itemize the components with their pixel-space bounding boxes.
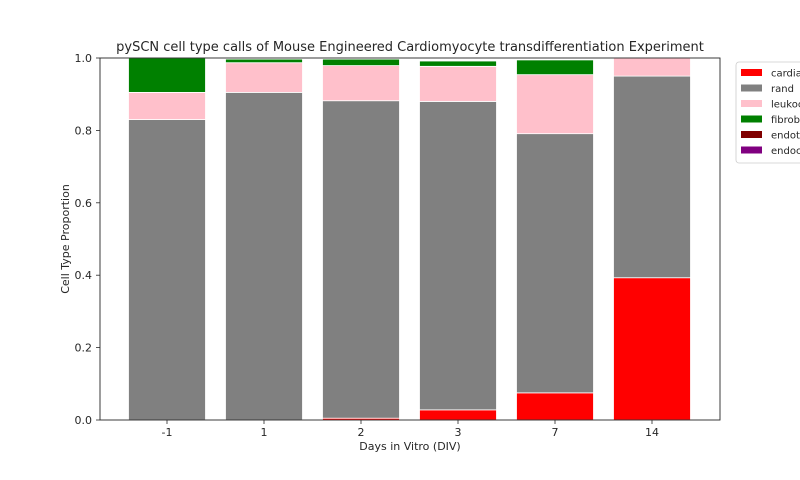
bar-segment-fibrobl <box>516 59 594 76</box>
legend-swatch-fibrobl <box>741 115 762 123</box>
x-tick-label: 2 <box>358 426 365 439</box>
bar-segment-fibrobl <box>322 58 400 67</box>
bar-segment-rand <box>128 119 206 421</box>
legend-swatch-endoc <box>741 146 762 154</box>
x-tick-label: 14 <box>645 426 659 439</box>
bar-segment-cardia <box>419 409 497 421</box>
x-axis-label: Days in Vitro (DIV) <box>359 440 460 453</box>
legend-label-rand: rand <box>771 84 794 95</box>
legend-swatch-leukoc <box>741 100 762 107</box>
y-tick-label: 0.2 <box>75 342 93 355</box>
bar-segment-fibrobl <box>128 57 206 93</box>
y-axis-ticks: 0.0 0.2 0.4 0.6 0.8 1.0 <box>75 52 100 427</box>
bar-segment-cardia <box>613 277 691 421</box>
plot-frame <box>99 57 721 421</box>
bar-segment-leukoc <box>613 57 691 77</box>
legend-swatch-endoth <box>741 131 762 138</box>
y-tick-label: 0.0 <box>75 414 93 427</box>
bar-segment-rand <box>613 75 691 279</box>
legend-swatch-cardia <box>741 69 762 76</box>
bar-segment-cardia <box>516 392 594 421</box>
bar-segment-leukoc <box>419 65 497 102</box>
legend-label-leukoc: leukoc <box>771 100 800 111</box>
legend-swatch-rand <box>741 84 762 92</box>
bar-segment-leukoc <box>128 91 206 120</box>
x-tick-label: 1 <box>261 426 268 439</box>
y-tick-label: 0.4 <box>75 269 93 282</box>
bar-segment-leukoc <box>322 65 400 102</box>
bar-segment-fibrobl <box>419 60 497 67</box>
bar-segment-fibrobl <box>225 58 303 64</box>
bar-segment-rand <box>419 101 497 411</box>
y-axis-label: Cell Type Proportion <box>59 184 72 294</box>
y-tick-label: 0.6 <box>75 197 93 210</box>
legend: cardia rand leukoc fibrobl endoth endoc <box>735 61 800 164</box>
chart-title: pySCN cell type calls of Mouse Engineere… <box>116 40 704 55</box>
legend-label-cardia: cardia <box>771 69 800 80</box>
x-tick-label: -1 <box>162 426 173 439</box>
x-axis-ticks: -1 1 2 3 7 14 <box>162 420 659 439</box>
bar-segment-leukoc <box>516 74 594 135</box>
legend-label-endoth: endoth <box>771 131 800 142</box>
bar-segment-leukoc <box>225 62 303 93</box>
bar-segment-rand <box>322 100 400 419</box>
x-tick-label: 3 <box>455 426 462 439</box>
bar-segment-rand <box>225 91 303 421</box>
legend-label-endoc: endoc <box>771 146 800 157</box>
bars-group <box>128 57 691 421</box>
bar-segment-endoth <box>516 58 594 61</box>
y-tick-label: 1.0 <box>75 52 93 65</box>
legend-label-fibrobl: fibrobl <box>771 115 800 126</box>
x-tick-label: 7 <box>552 426 559 439</box>
bar-segment-rand <box>516 133 594 394</box>
y-tick-label: 0.8 <box>75 124 93 137</box>
